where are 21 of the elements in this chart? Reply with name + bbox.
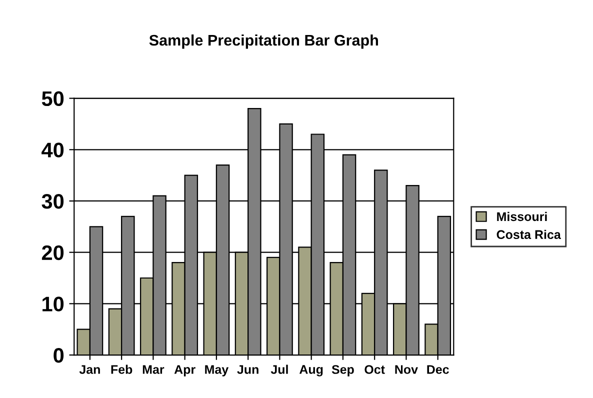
legend-label: Missouri — [497, 212, 547, 222]
x-tick-label: Apr — [174, 365, 196, 376]
x-tick-label: Aug — [299, 365, 323, 376]
x-tick-label: Dec — [427, 365, 449, 374]
x-tick-label: May — [205, 365, 229, 376]
x-tick-label: Jan — [79, 365, 100, 374]
x-tick-label: Jul — [270, 364, 288, 374]
x-tick-label: Sep — [332, 365, 354, 376]
chart-title: Sample Precipitation Bar Graph — [149, 34, 378, 49]
legend-label: Costa Rica — [496, 230, 561, 240]
y-tick-label: 0 — [54, 348, 64, 363]
x-tick-label: Jun — [237, 365, 258, 374]
x-tick-label: Mar — [142, 365, 164, 374]
y-tick-label: 30 — [42, 194, 64, 209]
x-tick-label: Nov — [395, 365, 418, 374]
x-tick-label: Feb — [111, 364, 132, 374]
y-tick-label: 20 — [42, 245, 64, 260]
y-tick-label: 50 — [42, 91, 64, 106]
y-tick-label: 40 — [42, 142, 64, 158]
y-tick-label: 10 — [42, 296, 64, 312]
x-tick-label: Oct — [364, 365, 385, 374]
